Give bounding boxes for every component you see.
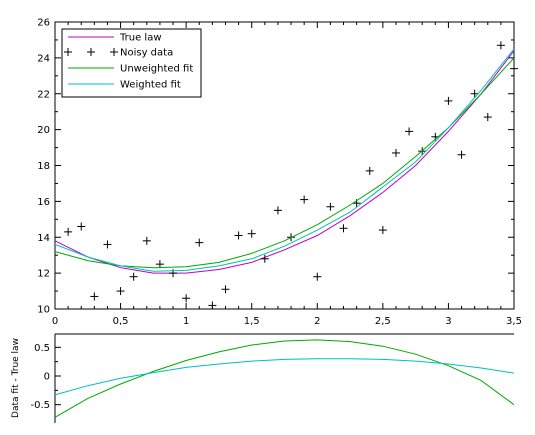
data-point	[405, 127, 414, 136]
legend: True law Noisy data Unweighted fit Weigh…	[61, 28, 202, 98]
x-tick-label: 1	[183, 316, 189, 327]
legend-box	[61, 28, 202, 98]
data-point	[155, 260, 164, 269]
data-point	[470, 89, 479, 98]
y-tick-label: 10	[37, 305, 50, 316]
data-point	[260, 254, 269, 263]
residual-series	[54, 339, 515, 418]
x-tick-label: 0,5	[113, 316, 129, 327]
residual-y-axis-title: Data fit - True law	[11, 338, 21, 418]
data-point	[64, 227, 73, 236]
data-point	[182, 294, 191, 303]
data-point	[208, 301, 217, 310]
residual-y-tick-label: 0	[44, 372, 50, 383]
y-tick-label: 24	[37, 53, 50, 64]
legend-label-weighted-fit: Weighted fit	[120, 80, 181, 91]
y-tick-label: 22	[37, 89, 50, 100]
data-point	[457, 150, 466, 159]
main-series	[54, 41, 518, 310]
residual-y-axis: -0.5 0 0.5	[30, 343, 61, 411]
data-point	[77, 222, 86, 231]
data-point	[483, 113, 492, 122]
x-tick-label: 3	[445, 316, 451, 327]
data-point	[444, 96, 453, 105]
legend-label-unweighted-fit: Unweighted fit	[120, 64, 193, 75]
x-tick-label: 2,5	[375, 316, 391, 327]
data-point	[221, 285, 230, 294]
data-point	[339, 224, 348, 233]
data-point	[326, 202, 335, 211]
series-line-unweighted-fit	[54, 57, 515, 269]
data-point	[378, 226, 387, 235]
legend-swatch-noisy-data	[64, 48, 118, 56]
y-tick-label: 16	[37, 197, 50, 208]
main-x-axis: 0 0,5 1 1,5 2 2,5 3 3,5	[52, 22, 522, 327]
residual-line-unweighted-fit	[54, 339, 515, 418]
y-tick-label: 20	[37, 125, 50, 136]
data-point	[313, 272, 322, 281]
legend-label-noisy-data: Noisy data	[120, 48, 173, 59]
y-tick-label: 14	[37, 233, 50, 244]
data-point	[116, 287, 125, 296]
data-point	[90, 292, 99, 301]
data-point	[391, 148, 400, 157]
data-point	[142, 236, 151, 245]
residual-plot: -0.5 0 0.5 Data fit - True law	[11, 333, 515, 423]
data-point	[300, 195, 309, 204]
main-plot: 0 0,5 1 1,5 2 2,5 3 3,5 10 12 14 16 18 20 22 24 26 True…	[37, 18, 522, 328]
data-point	[273, 206, 282, 215]
residual-y-tick-label: -0.5	[30, 400, 50, 411]
y-tick-label: 26	[37, 18, 50, 29]
data-point	[496, 41, 505, 50]
x-tick-label: 2	[314, 316, 320, 327]
data-point	[234, 231, 243, 240]
y-tick-label: 12	[37, 269, 50, 280]
y-tick-label: 18	[37, 161, 50, 172]
data-point	[365, 166, 374, 175]
x-tick-label: 1,5	[244, 316, 260, 327]
residual-line-weighted-fit	[54, 358, 515, 396]
series-line-true-law	[54, 50, 515, 274]
legend-label-true-law: True law	[119, 33, 162, 44]
x-tick-label: 0	[52, 316, 58, 327]
main-y-axis: 10 12 14 16 18 20 22 24 26	[37, 18, 514, 316]
data-point	[247, 229, 256, 238]
data-point	[103, 240, 112, 249]
x-tick-label: 3,5	[506, 316, 522, 327]
data-point	[129, 272, 138, 281]
series-line-weighted-fit	[54, 48, 515, 272]
data-point	[510, 64, 518, 73]
residual-y-tick-label: 0.5	[34, 343, 50, 354]
data-point	[195, 238, 204, 247]
